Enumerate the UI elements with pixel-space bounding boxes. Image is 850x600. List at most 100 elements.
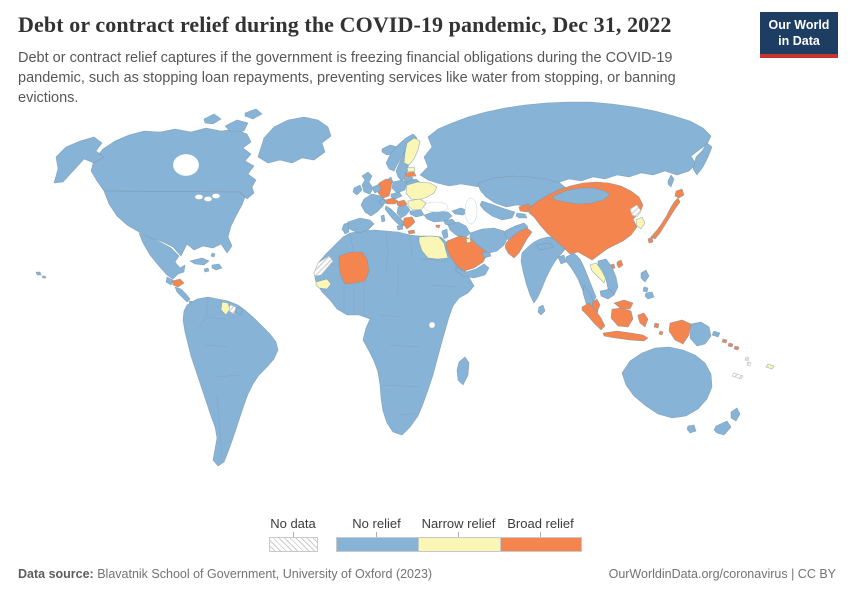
country-mongolia[interactable] <box>551 187 611 205</box>
country-mexico[interactable] <box>138 232 186 280</box>
country-australia[interactable] <box>621 346 713 419</box>
country-russia-kamchatka[interactable] <box>692 142 713 176</box>
credit-link[interactable]: OurWorldinData.org/coronavirus | CC BY <box>608 567 836 581</box>
legend-swatch-no-data[interactable] <box>268 537 318 552</box>
country-indonesia-sulawesi[interactable] <box>637 312 649 328</box>
country-new-caledonia[interactable] <box>731 372 744 380</box>
owid-logo-line1: Our World <box>768 18 830 32</box>
country-south-america[interactable] <box>182 296 279 467</box>
country-france[interactable] <box>360 193 386 217</box>
country-pakistan[interactable] <box>504 227 533 259</box>
country-russia[interactable] <box>419 101 712 189</box>
country-kuwait[interactable] <box>465 237 472 244</box>
country-estonia[interactable] <box>406 166 416 173</box>
country-tasmania[interactable] <box>686 424 697 434</box>
hudson-bay <box>172 153 200 177</box>
country-indonesia-moluccas[interactable] <box>653 322 664 336</box>
country-ukraine[interactable] <box>405 181 438 201</box>
country-uzbekistan[interactable] <box>479 200 516 221</box>
country-usa-alaska[interactable] <box>53 136 105 184</box>
country-laos[interactable] <box>589 262 607 284</box>
country-greece-crete[interactable] <box>407 229 416 235</box>
country-indonesia-kalimantan[interactable] <box>610 307 634 328</box>
country-south-korea[interactable] <box>635 216 646 230</box>
country-mali[interactable] <box>338 251 370 285</box>
country-austria[interactable] <box>384 197 399 205</box>
country-vanuatu[interactable] <box>744 356 752 367</box>
country-solomon-islands[interactable] <box>721 338 740 351</box>
country-italy-islands[interactable] <box>380 214 404 231</box>
country-balkans[interactable] <box>396 204 411 219</box>
country-north-korea[interactable] <box>629 204 642 218</box>
country-png[interactable] <box>689 321 721 347</box>
country-tajikistan[interactable] <box>515 212 528 219</box>
country-cyprus[interactable] <box>435 224 441 229</box>
country-nepal[interactable] <box>535 242 555 251</box>
legend-tick <box>292 532 294 537</box>
country-bangladesh[interactable] <box>557 254 567 265</box>
country-greenland[interactable] <box>257 116 332 164</box>
great-lakes-1 <box>194 194 204 200</box>
country-nicaragua[interactable] <box>174 286 191 303</box>
country-madagascar[interactable] <box>456 356 470 386</box>
country-french-guiana[interactable] <box>235 306 244 316</box>
country-sri-lanka[interactable] <box>537 304 546 316</box>
country-china[interactable] <box>527 181 644 261</box>
country-jamaica[interactable] <box>203 267 210 273</box>
country-finland[interactable] <box>403 137 421 166</box>
legend-item-no-data[interactable]: No data <box>268 516 318 552</box>
country-japan-islands[interactable] <box>647 188 685 244</box>
country-suriname[interactable] <box>228 304 237 315</box>
country-guatemala[interactable] <box>165 276 174 286</box>
country-guyana[interactable] <box>220 301 231 316</box>
country-new-zealand[interactable] <box>713 407 741 436</box>
legend-swatch-broad-relief[interactable] <box>499 537 582 552</box>
country-usa-hawaii[interactable] <box>35 271 47 279</box>
country-poland[interactable] <box>391 179 408 194</box>
country-fiji[interactable] <box>765 363 775 370</box>
country-bahamas[interactable] <box>210 252 216 258</box>
legend-item-narrow-relief[interactable]: Narrow relief <box>417 516 500 552</box>
country-yemen-oman[interactable] <box>455 263 490 279</box>
country-switzerland[interactable] <box>378 198 387 206</box>
country-philippines[interactable] <box>640 269 655 300</box>
continent-africa[interactable] <box>313 229 475 436</box>
country-portugal[interactable] <box>341 222 350 235</box>
country-malaysia-borneo[interactable] <box>613 299 634 310</box>
country-cambodia[interactable] <box>599 288 615 300</box>
country-senegal[interactable] <box>315 278 332 290</box>
country-usa[interactable] <box>103 190 246 257</box>
legend-swatch-no-relief[interactable] <box>335 537 418 552</box>
legend-item-broad-relief[interactable]: Broad relief <box>499 516 582 552</box>
legend-swatch-narrow-relief[interactable] <box>417 537 500 552</box>
country-canada-islands[interactable] <box>203 108 263 133</box>
country-netherlands[interactable] <box>372 183 382 194</box>
data-source-label: Data source: <box>18 567 94 581</box>
country-western-sahara[interactable] <box>313 255 334 277</box>
country-russia-sakhalin[interactable] <box>667 174 675 188</box>
country-bulgaria[interactable] <box>409 209 425 218</box>
country-czechia[interactable] <box>390 191 403 200</box>
country-uk[interactable] <box>361 171 374 195</box>
country-iran[interactable] <box>469 227 509 254</box>
country-indonesia-java[interactable] <box>602 330 649 342</box>
country-cuba[interactable] <box>189 257 210 266</box>
country-latvia[interactable] <box>404 171 417 178</box>
country-hispaniola[interactable] <box>211 263 223 271</box>
country-honduras[interactable] <box>171 278 185 288</box>
country-iraq[interactable] <box>447 221 471 240</box>
map-legend: No data No relief Narrow relief Broad re… <box>0 516 850 552</box>
country-india[interactable] <box>520 236 568 304</box>
country-indonesia-papua[interactable] <box>668 319 692 345</box>
country-jordan[interactable] <box>441 228 449 240</box>
world-map[interactable] <box>0 100 850 515</box>
country-japan[interactable] <box>650 197 681 240</box>
country-ireland[interactable] <box>352 184 363 196</box>
country-egypt[interactable] <box>418 235 449 260</box>
country-greece[interactable] <box>402 216 416 230</box>
legend-item-no-relief[interactable]: No relief <box>335 516 418 552</box>
country-indonesia-sumatra[interactable] <box>581 302 606 331</box>
country-romania[interactable] <box>407 198 427 211</box>
country-taiwan[interactable] <box>616 259 624 269</box>
